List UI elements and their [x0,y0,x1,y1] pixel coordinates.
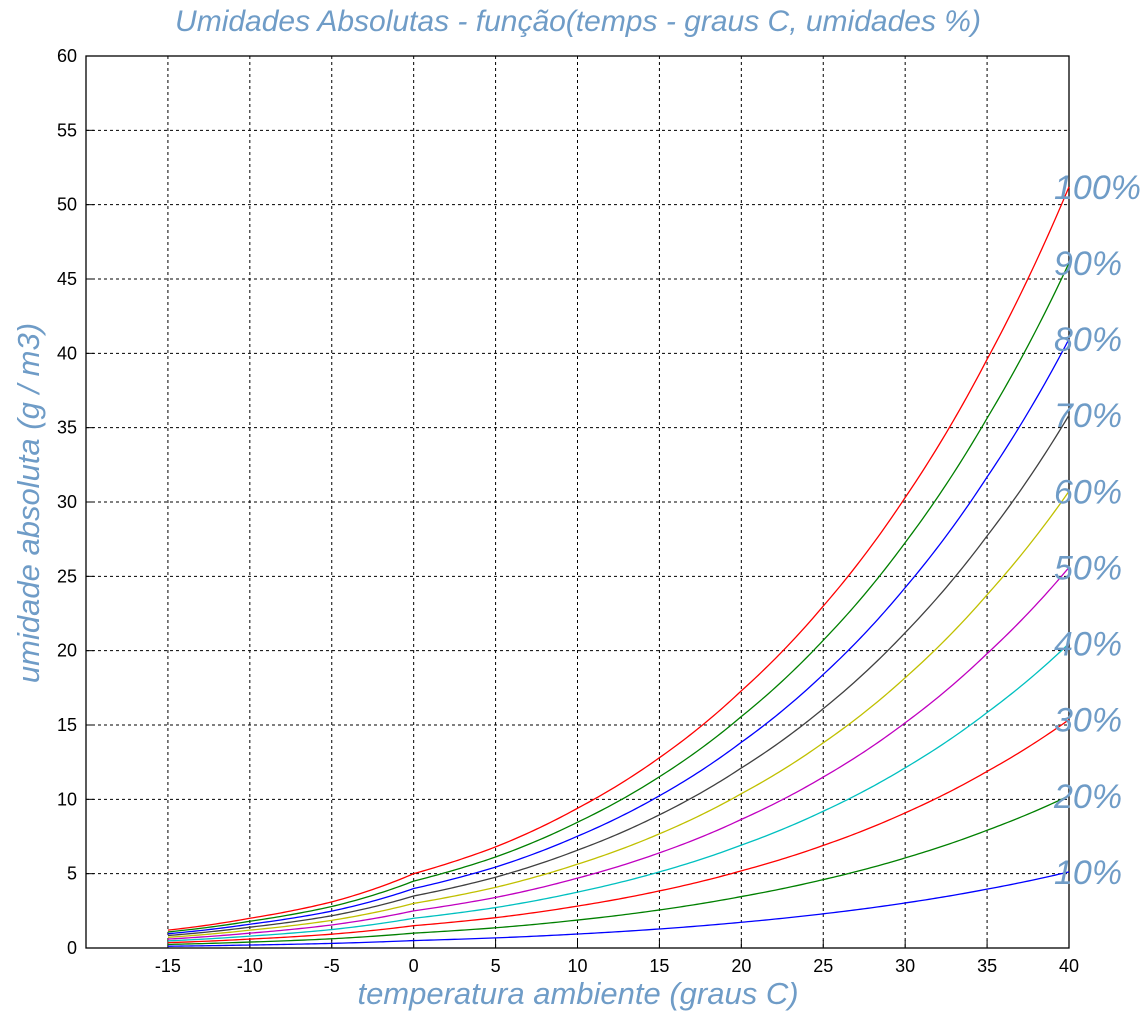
plot-frame [85,55,1070,949]
x-tick-label-11: 40 [1059,956,1079,976]
plot-layer: -15 -10 -5 0 5 10 15 20 25 30 35 40 0 5 10 15 20 25 30 35 40… [57,46,1141,976]
series-line-40-percent [167,643,1070,942]
y-tick-label-5: 25 [57,566,77,586]
curve-label-40-percent: 40% [1054,626,1122,664]
x-tick-label-8: 25 [813,956,833,976]
curve-label-60-percent: 60% [1054,473,1122,511]
curve-label-50-percent: 50% [1054,549,1122,587]
series-line-10-percent [167,871,1070,947]
curve-label-10-percent: 10% [1054,854,1122,892]
y-axis-label: umidade absoluta (g / m3) [11,323,46,683]
x-tick-label-10: 35 [977,956,997,976]
y-tick-label-4: 20 [57,641,77,661]
x-axis-label: temperatura ambiente (graus C) [357,976,798,1011]
x-tick-label-1: -10 [237,956,263,976]
x-tick-label-6: 15 [649,956,669,976]
curve-label-70-percent: 70% [1054,397,1122,435]
y-tick-label-9: 45 [57,269,77,289]
x-tick-label-3: 0 [409,956,419,976]
y-tick-label-7: 35 [57,418,77,438]
curve-label-80-percent: 80% [1054,321,1122,359]
y-tick-label-6: 30 [57,492,77,512]
y-tick-label-0: 0 [67,938,77,958]
y-tick-label-3: 15 [57,715,77,735]
x-tick-label-0: -15 [155,956,181,976]
series-line-80-percent [167,338,1070,935]
y-tick-label-12: 60 [57,46,77,66]
x-tick-label-9: 30 [895,956,915,976]
x-tick-label-5: 10 [567,956,587,976]
series-line-30-percent [167,719,1070,944]
curve-label-100-percent: 100% [1054,169,1141,207]
series-line-100-percent [167,186,1070,931]
series-line-20-percent [167,795,1070,946]
x-tick-label-7: 20 [731,956,751,976]
curve-label-90-percent: 90% [1054,245,1122,283]
y-tick-label-1: 5 [67,864,77,884]
y-tick-label-11: 55 [57,120,77,140]
x-tick-label-2: -5 [324,956,340,976]
x-tick-label-4: 5 [491,956,501,976]
y-tick-label-2: 10 [57,789,77,809]
series-line-50-percent [167,566,1070,940]
series-line-70-percent [167,414,1070,937]
series-line-60-percent [167,490,1070,938]
y-tick-label-8: 40 [57,343,77,363]
chart-title: Umidades Absolutas - função(temps - grau… [175,5,981,38]
y-tick-label-10: 50 [57,195,77,215]
curve-label-20-percent: 20% [1053,778,1122,816]
series-line-90-percent [167,262,1070,933]
curve-label-30-percent: 30% [1054,702,1122,740]
